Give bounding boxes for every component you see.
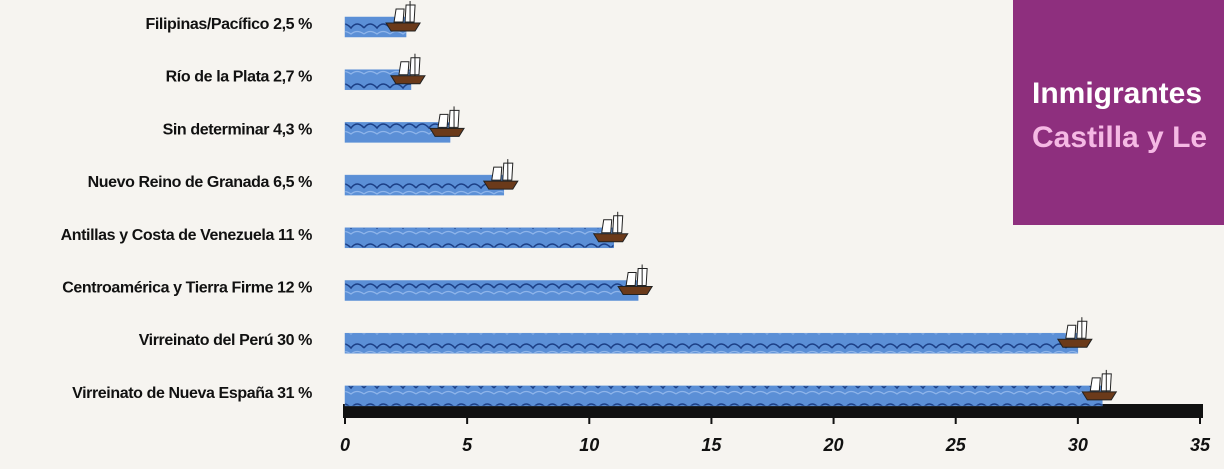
x-tick-label: 15 [701,435,722,455]
ship-hull [592,233,629,243]
value-label: 31 % [277,385,312,402]
value-label: 12 % [277,280,312,297]
category-name: Virreinato de Nueva España [72,385,273,402]
bar [344,280,639,301]
ship-hull [617,286,654,295]
bar [344,174,505,196]
category-name: Nuevo Reino de Granada [88,174,270,191]
category-label: Virreinato del Perú 30 % [139,332,312,349]
x-tick-label: 35 [1190,435,1211,455]
bar [344,227,614,249]
category-label: Filipinas/Pacífico 2,5 % [146,16,313,33]
category-label: Virreinato de Nueva España 31 % [72,385,312,402]
x-tick-label: 0 [340,435,350,455]
category-name: Antillas y Costa de Venezuela [61,227,275,244]
ship-hull [390,75,426,85]
category-name: Filipinas/Pacífico [146,16,270,33]
x-tick-label: 20 [823,435,844,455]
ship-icon [592,211,629,243]
ship-icon [429,106,465,137]
x-tick-label: 30 [1068,435,1088,455]
value-label: 2,5 % [273,16,312,33]
category-name: Virreinato del Perú [139,332,273,349]
bar [344,385,1103,407]
ship-hull [482,180,519,190]
x-tick-label: 10 [579,435,599,455]
value-label: 30 % [277,332,312,349]
chart-title: Inmigrantes [1032,77,1202,110]
title-box [1013,0,1224,225]
ship-icon [390,53,426,85]
x-tick-label: 5 [462,435,473,455]
category-label: Antillas y Costa de Venezuela 11 % [61,227,313,244]
value-label: 4,3 % [273,122,312,139]
value-label: 6,5 % [273,174,312,191]
ship-hull [385,22,421,32]
category-name: Sin determinar [163,122,270,139]
ship-icon [385,1,421,32]
ship-hull [1056,338,1093,348]
ship-hull [429,127,465,137]
ship-icon [482,159,519,190]
axis-bar [343,404,1203,418]
bar [344,332,1079,354]
category-name: Río de la Plata [166,69,270,86]
x-tick-label: 25 [945,435,967,455]
category-label: Nuevo Reino de Granada 6,5 % [88,174,313,191]
category-name: Centroamérica y Tierra Firme [62,280,273,297]
ship-icon [1081,369,1118,401]
category-label: Centroamérica y Tierra Firme 12 % [62,280,312,297]
ship-icon [1056,317,1093,348]
ship-hull [1081,391,1118,401]
category-label: Río de la Plata 2,7 % [166,69,313,86]
ship-icon [617,264,654,295]
category-label: Sin determinar 4,3 % [163,122,313,139]
chart-title: Castilla y Le [1032,121,1207,154]
value-label: 2,7 % [273,69,312,86]
value-label: 11 % [278,227,312,244]
